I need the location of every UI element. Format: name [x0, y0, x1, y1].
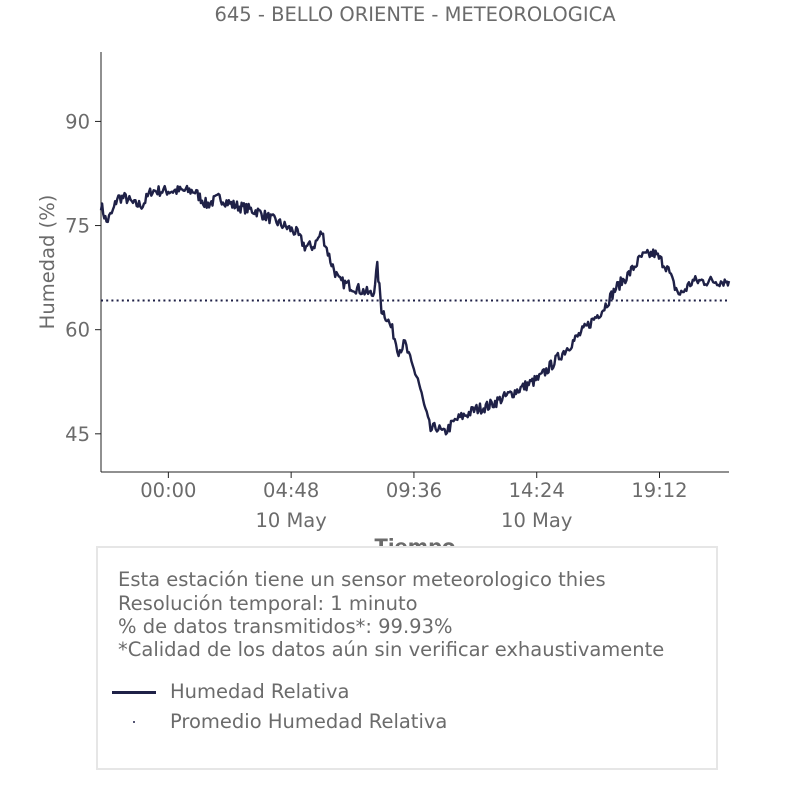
x-ticks: 00:00 04:48 10 May 09:36 14:24 10 May 19:12: [140, 472, 688, 532]
x-tick-label: 09:36: [386, 479, 442, 502]
resolution-info-text: Resolución temporal: 1 minuto: [118, 592, 418, 615]
y-tick-label: 60: [65, 319, 90, 342]
y-tick-label: 75: [65, 215, 90, 238]
legend-entry-humidity: Humedad Relativa: [110, 680, 700, 704]
sensor-info-text: Esta estación tiene un sensor meteorolog…: [118, 568, 606, 591]
y-ticks: 45 60 75 90: [65, 110, 101, 446]
legend-entry-average: Promedio Humedad Relativa: [110, 710, 700, 734]
legend-line-swatch: [112, 691, 156, 694]
x-tick-date-label: 10 May: [255, 509, 326, 532]
humidity-series-line: [99, 184, 731, 436]
quality-note-text: *Calidad de los datos aún sin verificar …: [118, 638, 665, 661]
y-tick-label: 45: [65, 423, 90, 446]
info-legend-box: Esta estación tiene un sensor meteorolog…: [96, 546, 718, 770]
transmitted-data-text: % de datos transmitidos*: 99.93%: [118, 615, 453, 638]
y-tick-label: 90: [65, 110, 90, 133]
legend-dot-swatch: [133, 721, 135, 723]
legend-label-average: Promedio Humedad Relativa: [170, 710, 448, 733]
chart-title: 645 - BELLO ORIENTE - METEOROLOGICA: [214, 3, 616, 26]
x-tick-label: 14:24: [509, 479, 565, 502]
legend-label-humidity: Humedad Relativa: [170, 680, 350, 703]
y-axis-label: Humedad (%): [36, 195, 59, 330]
x-tick-label: 00:00: [140, 479, 196, 502]
x-tick-label: 04:48: [263, 479, 319, 502]
x-tick-date-label: 10 May: [501, 509, 572, 532]
x-tick-label: 19:12: [631, 479, 687, 502]
